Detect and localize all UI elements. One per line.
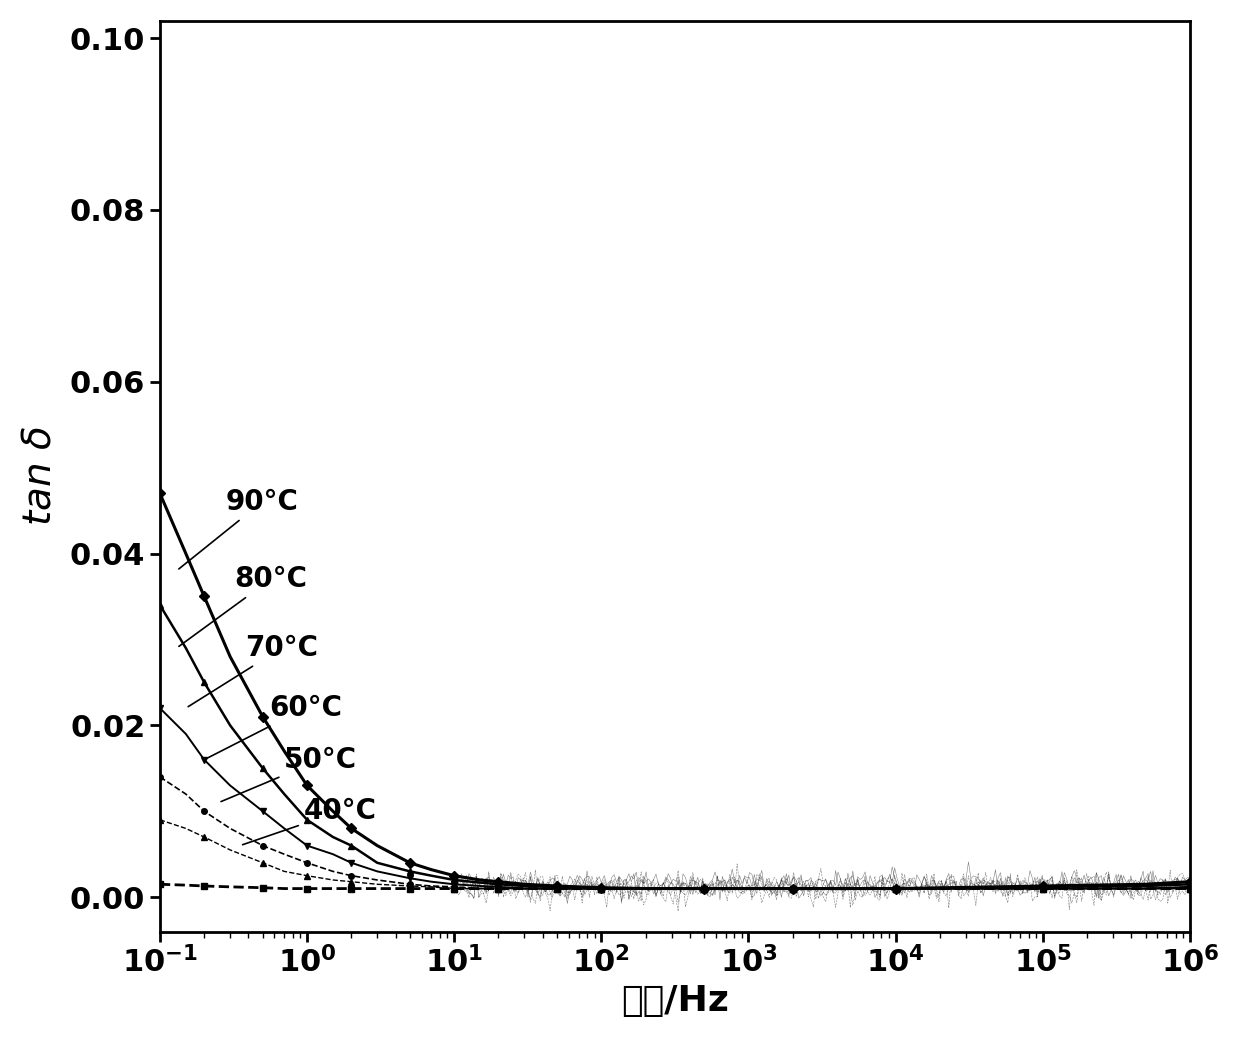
Text: 80°C: 80°C [179,565,308,646]
Y-axis label: $tan\ \delta$: $tan\ \delta$ [21,426,58,527]
Text: 60°C: 60°C [207,694,342,758]
Text: 70°C: 70°C [188,634,319,707]
Text: 40°C: 40°C [243,797,377,845]
X-axis label: 频率/Hz: 频率/Hz [621,984,729,1018]
Text: 50°C: 50°C [221,746,357,801]
Text: 90°C: 90°C [179,488,299,569]
